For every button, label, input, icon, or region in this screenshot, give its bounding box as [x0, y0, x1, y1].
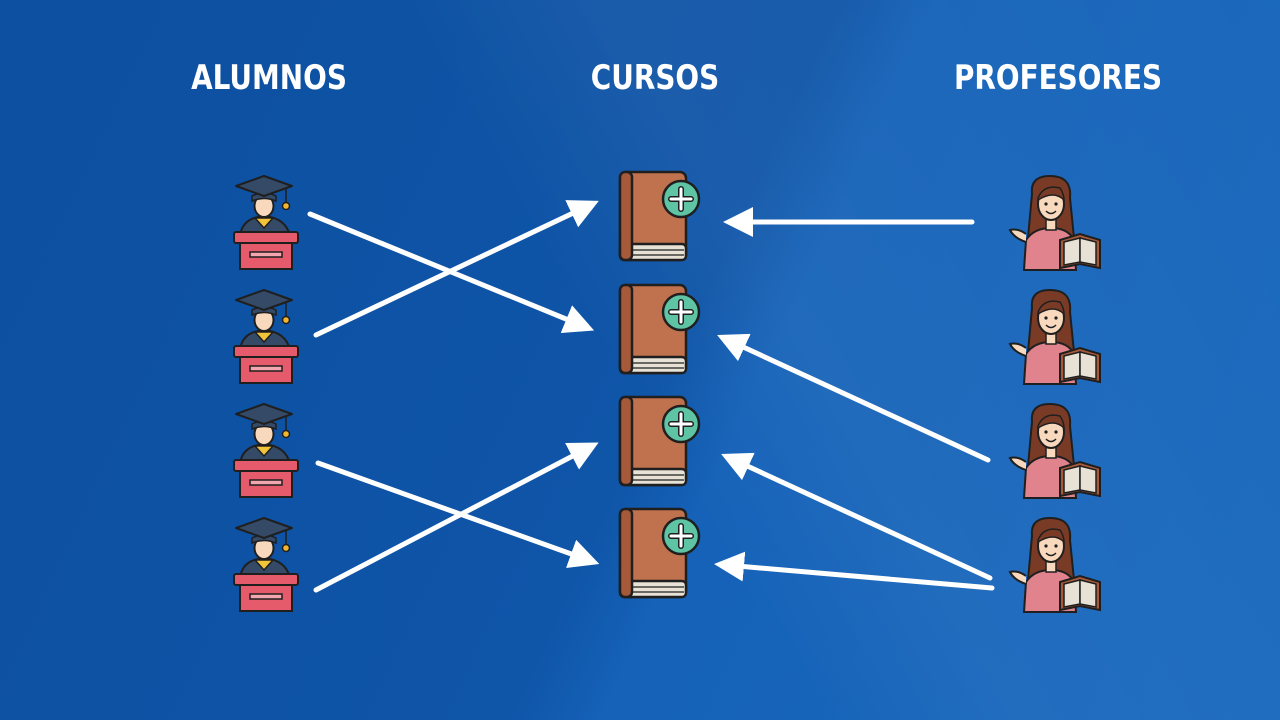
arrow-teacher-4-to-course-3	[721, 452, 993, 581]
column-title-cursos: CURSOS	[590, 58, 720, 98]
arrow-student-3-to-course-4	[315, 460, 600, 569]
course-4-book-plus-icon	[620, 509, 699, 597]
course-2-book-plus-icon	[620, 285, 699, 373]
student-2-graduate-student-icon	[233, 289, 299, 384]
arrow-teacher-4-to-course-4	[714, 551, 995, 591]
student-1-graduate-student-icon	[233, 175, 299, 270]
arrow-student-2-to-course-1	[313, 200, 599, 338]
student-3-graduate-student-icon	[233, 403, 299, 498]
teacher-2-teacher-with-book-icon	[1009, 289, 1101, 385]
student-4-graduate-student-icon	[233, 517, 299, 612]
teacher-3-teacher-with-book-icon	[1009, 403, 1101, 499]
column-title-alumnos: ALUMNOS	[191, 58, 347, 98]
arrow-student-4-to-course-3	[313, 442, 599, 593]
arrow-teacher-3-to-course-2	[717, 333, 991, 463]
course-3-book-plus-icon	[620, 397, 699, 485]
teacher-1-teacher-with-book-icon	[1009, 175, 1101, 271]
column-title-profesores: PROFESORES	[953, 58, 1163, 98]
course-1-book-plus-icon	[620, 172, 699, 260]
teacher-4-teacher-with-book-icon	[1009, 517, 1101, 613]
arrow-student-1-to-course-2	[307, 211, 595, 334]
